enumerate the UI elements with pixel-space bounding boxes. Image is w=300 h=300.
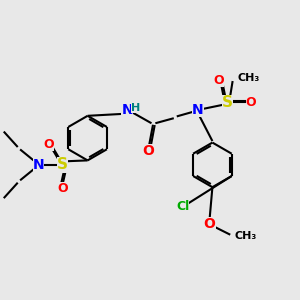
Text: O: O	[213, 74, 224, 87]
Text: S: S	[222, 95, 233, 110]
Text: S: S	[57, 158, 68, 172]
Text: O: O	[246, 96, 256, 109]
Text: O: O	[57, 182, 68, 195]
Text: H: H	[131, 103, 141, 113]
Text: N: N	[121, 103, 133, 117]
Text: CH₃: CH₃	[235, 231, 257, 241]
Text: O: O	[44, 138, 54, 151]
Text: Cl: Cl	[176, 200, 189, 213]
Text: N: N	[33, 158, 44, 172]
Text: O: O	[142, 145, 154, 158]
Text: N: N	[192, 103, 203, 117]
Text: CH₃: CH₃	[238, 73, 260, 83]
Text: O: O	[203, 217, 215, 231]
